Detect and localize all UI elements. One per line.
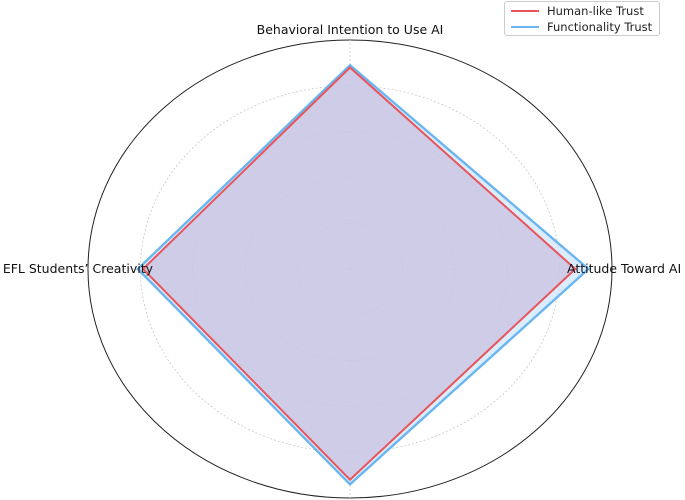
series-fill-human-like-trust xyxy=(143,67,576,480)
series-line-human-like-trust xyxy=(141,66,577,482)
legend-item-human-like-trust: Human-like Trust xyxy=(511,3,653,19)
axis-label-efl-creativity: EFL Students’ Creativity xyxy=(3,261,154,276)
legend-item-functionality-trust: Functionality Trust xyxy=(511,19,653,35)
series-layer xyxy=(136,63,591,486)
legend-swatch-functionality-trust xyxy=(511,26,539,28)
legend-label-functionality-trust: Functionality Trust xyxy=(547,20,653,34)
series-line-functionality-trust xyxy=(136,63,591,486)
axis-label-behavioral-intention: Behavioral Intention to Use AI xyxy=(257,22,444,37)
label-layer: Behavioral Intention to Use AI Attitude … xyxy=(3,22,681,276)
chart-legend: Human-like Trust Functionality Trust xyxy=(504,1,660,36)
legend-swatch-human-like-trust xyxy=(511,10,539,12)
axis-label-attitude-toward-ai: Attitude Toward AI xyxy=(567,261,681,276)
legend-label-human-like-trust: Human-like Trust xyxy=(547,4,644,18)
